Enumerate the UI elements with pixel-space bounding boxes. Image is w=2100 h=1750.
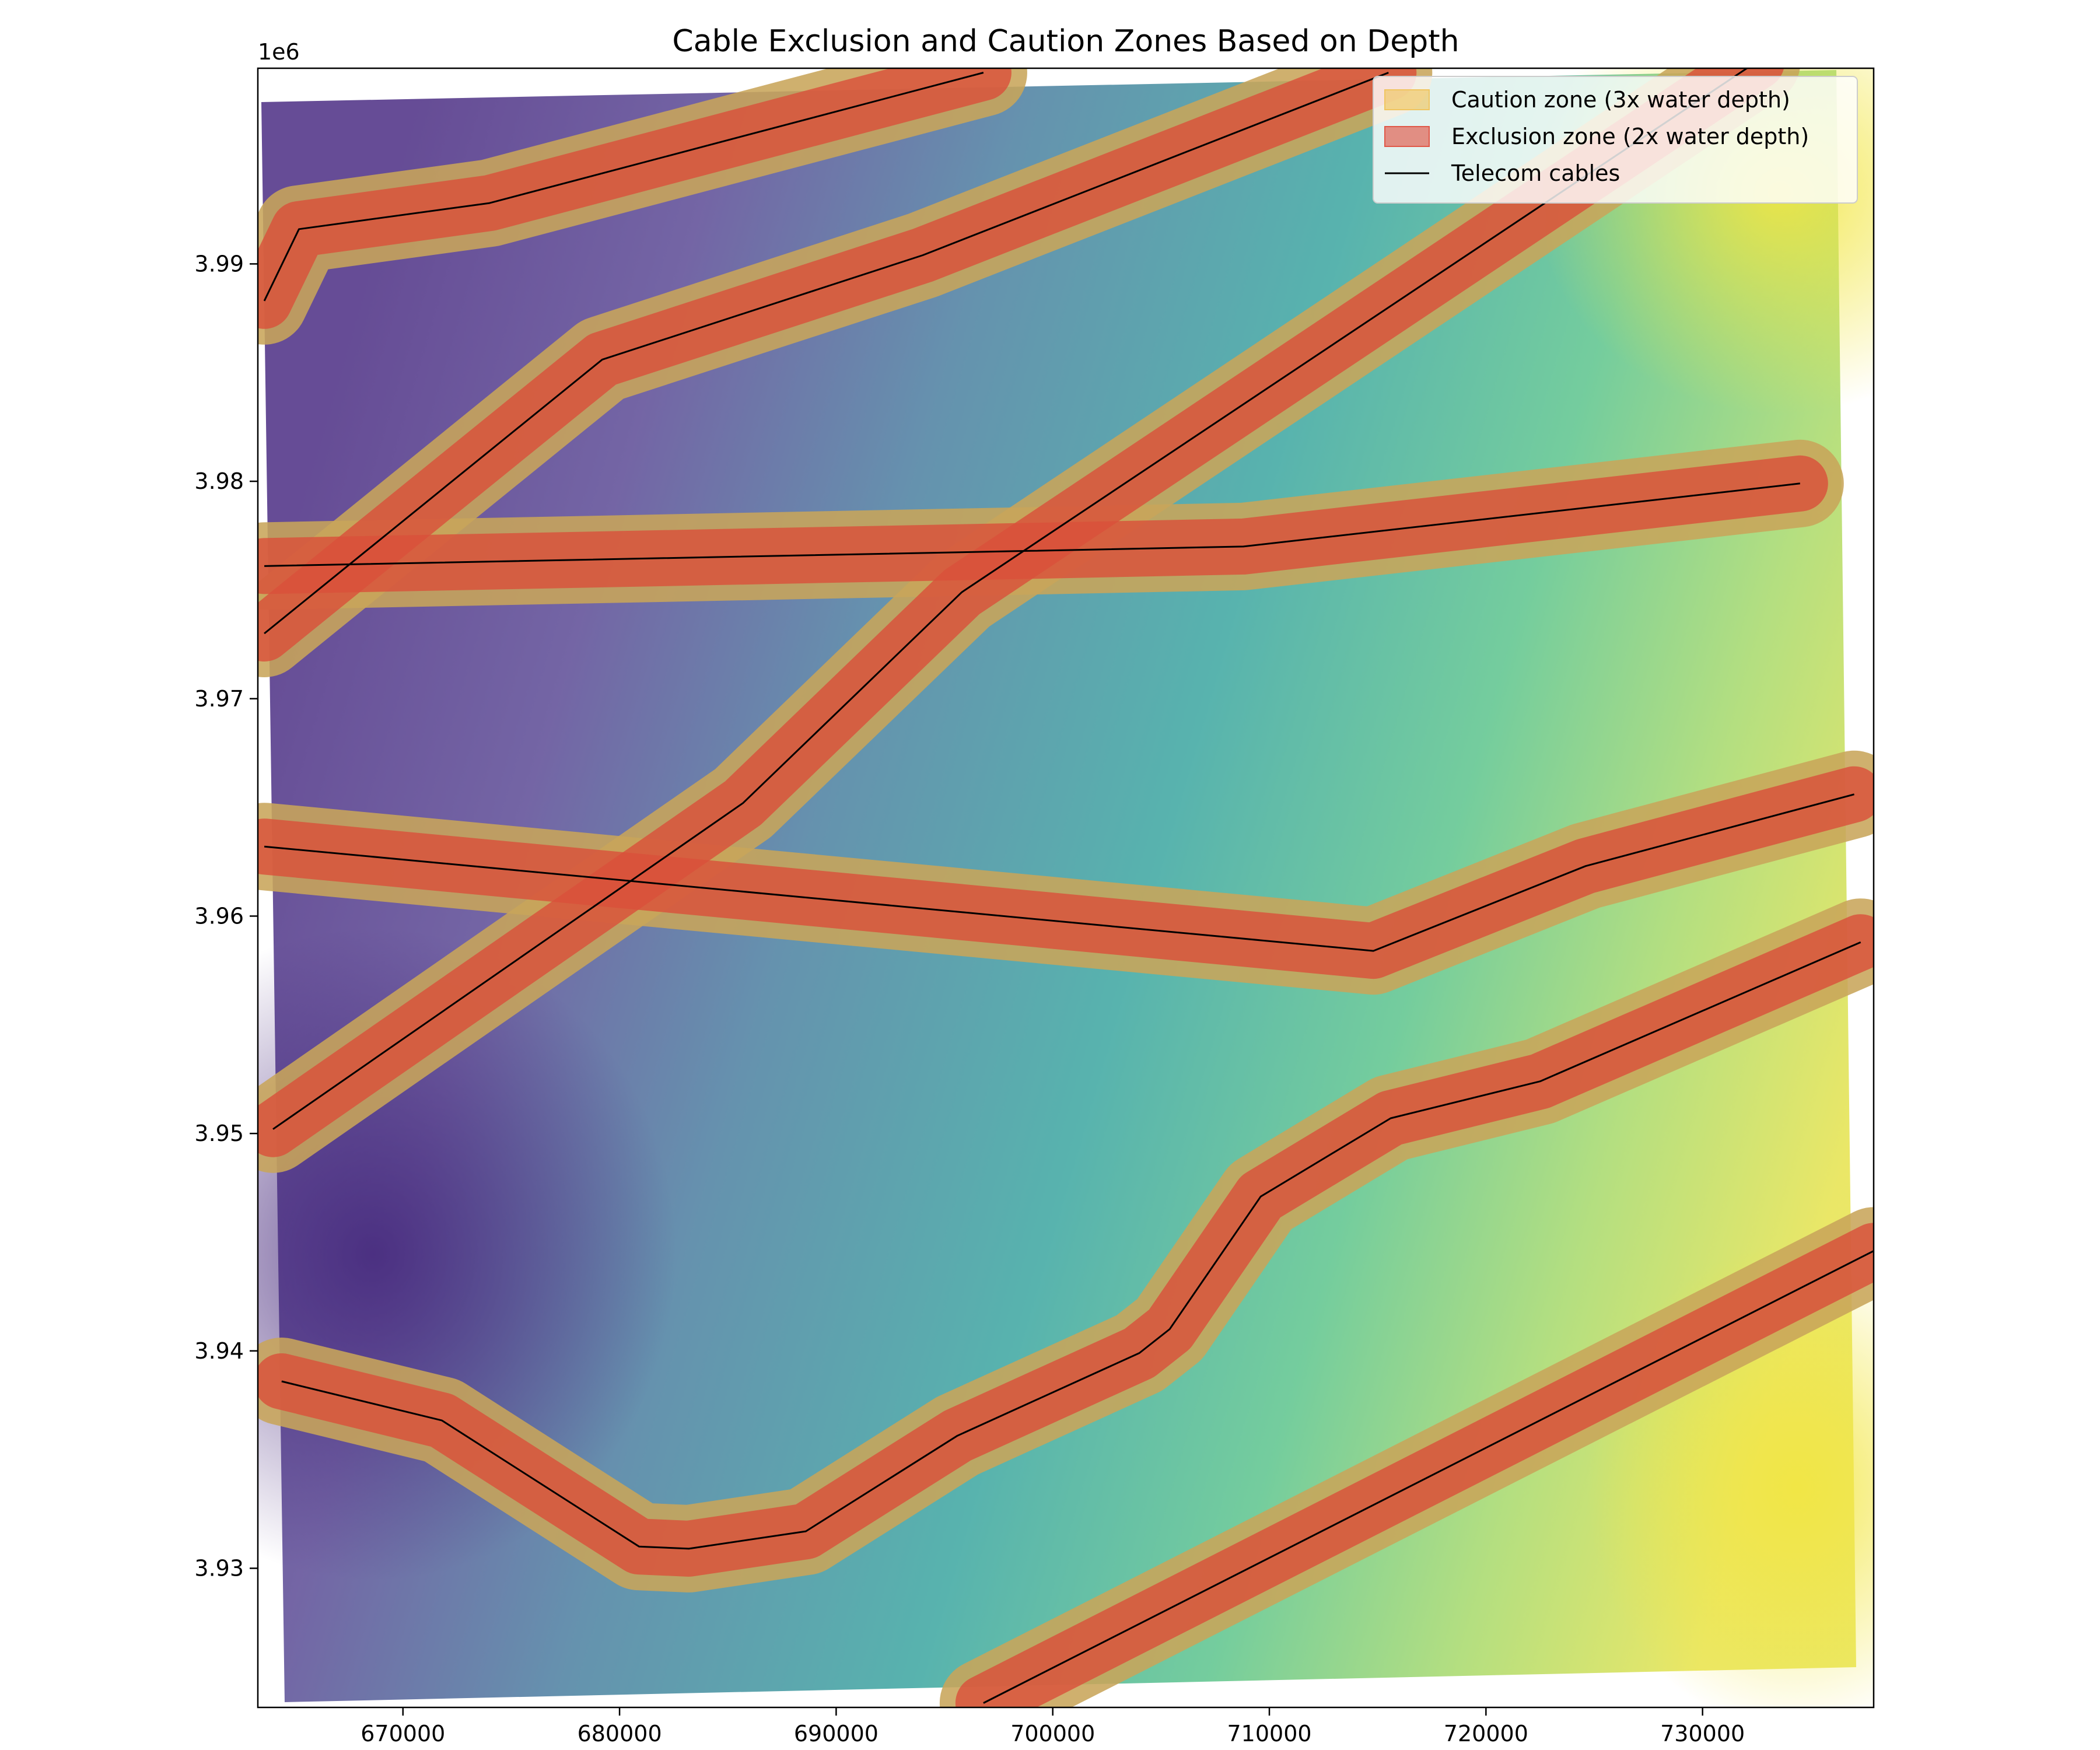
y-tick-label-3980000: 3.98	[194, 468, 244, 494]
x-tick-label-720000: 720000	[1444, 1721, 1528, 1746]
y-tick-label-3950000: 3.95	[194, 1121, 244, 1146]
x-tick-label-730000: 730000	[1660, 1721, 1745, 1746]
plot-frame	[257, 67, 1875, 1709]
telecom-cable-6	[281, 941, 1861, 1550]
legend-swatch-exclusion-zone-2x-water-depth	[1384, 126, 1430, 147]
y-tick-label-3930000: 3.93	[194, 1555, 244, 1581]
y-tick-label-3970000: 3.97	[194, 686, 244, 712]
chart-title: Cable Exclusion and Caution Zones Based …	[672, 24, 1459, 59]
telecom-cable-4	[272, 68, 1749, 1130]
legend-label-telecom-cables: Telecom cables	[1451, 160, 1620, 186]
plot-area	[258, 68, 1874, 1707]
telecom-cable-1	[263, 72, 984, 302]
y-tick-label-3960000: 3.96	[194, 903, 244, 929]
legend-box	[1373, 76, 1858, 204]
x-tick-label-710000: 710000	[1227, 1721, 1312, 1746]
y-axis: 3.93 3.94 3.95 3.96 3.97 3.98 3.99	[194, 251, 258, 1581]
legend: Caution zone (3x water depth) Exclusion z…	[1373, 76, 1858, 204]
telecom-cable-7	[983, 1250, 1874, 1704]
y-tick-label-3940000: 3.94	[194, 1338, 244, 1364]
y-tick-label-3990000: 3.99	[194, 251, 244, 276]
x-axis: 670000 680000 690000 700000 710000 720000 7300…	[360, 1707, 1745, 1746]
telecom-cable-5	[264, 793, 1854, 952]
x-tick-label-700000: 700000	[1010, 1721, 1095, 1746]
telecom-cable-2	[264, 72, 1389, 635]
x-tick-label-670000: 670000	[360, 1721, 445, 1746]
legend-label-caution-zone-3x-water-depth: Caution zone (3x water depth)	[1451, 87, 1790, 113]
x-tick-label-680000: 680000	[578, 1721, 662, 1746]
telecom-cable-3	[264, 482, 1800, 567]
legend-swatch-caution-zone-3x-water-depth	[1384, 89, 1430, 110]
x-tick-label-690000: 690000	[794, 1721, 878, 1746]
y-offset-label: 1e6	[258, 39, 300, 65]
telecom-cables	[263, 68, 1874, 1704]
legend-label-exclusion-zone-2x-water-depth: Exclusion zone (2x water depth)	[1451, 124, 1809, 149]
